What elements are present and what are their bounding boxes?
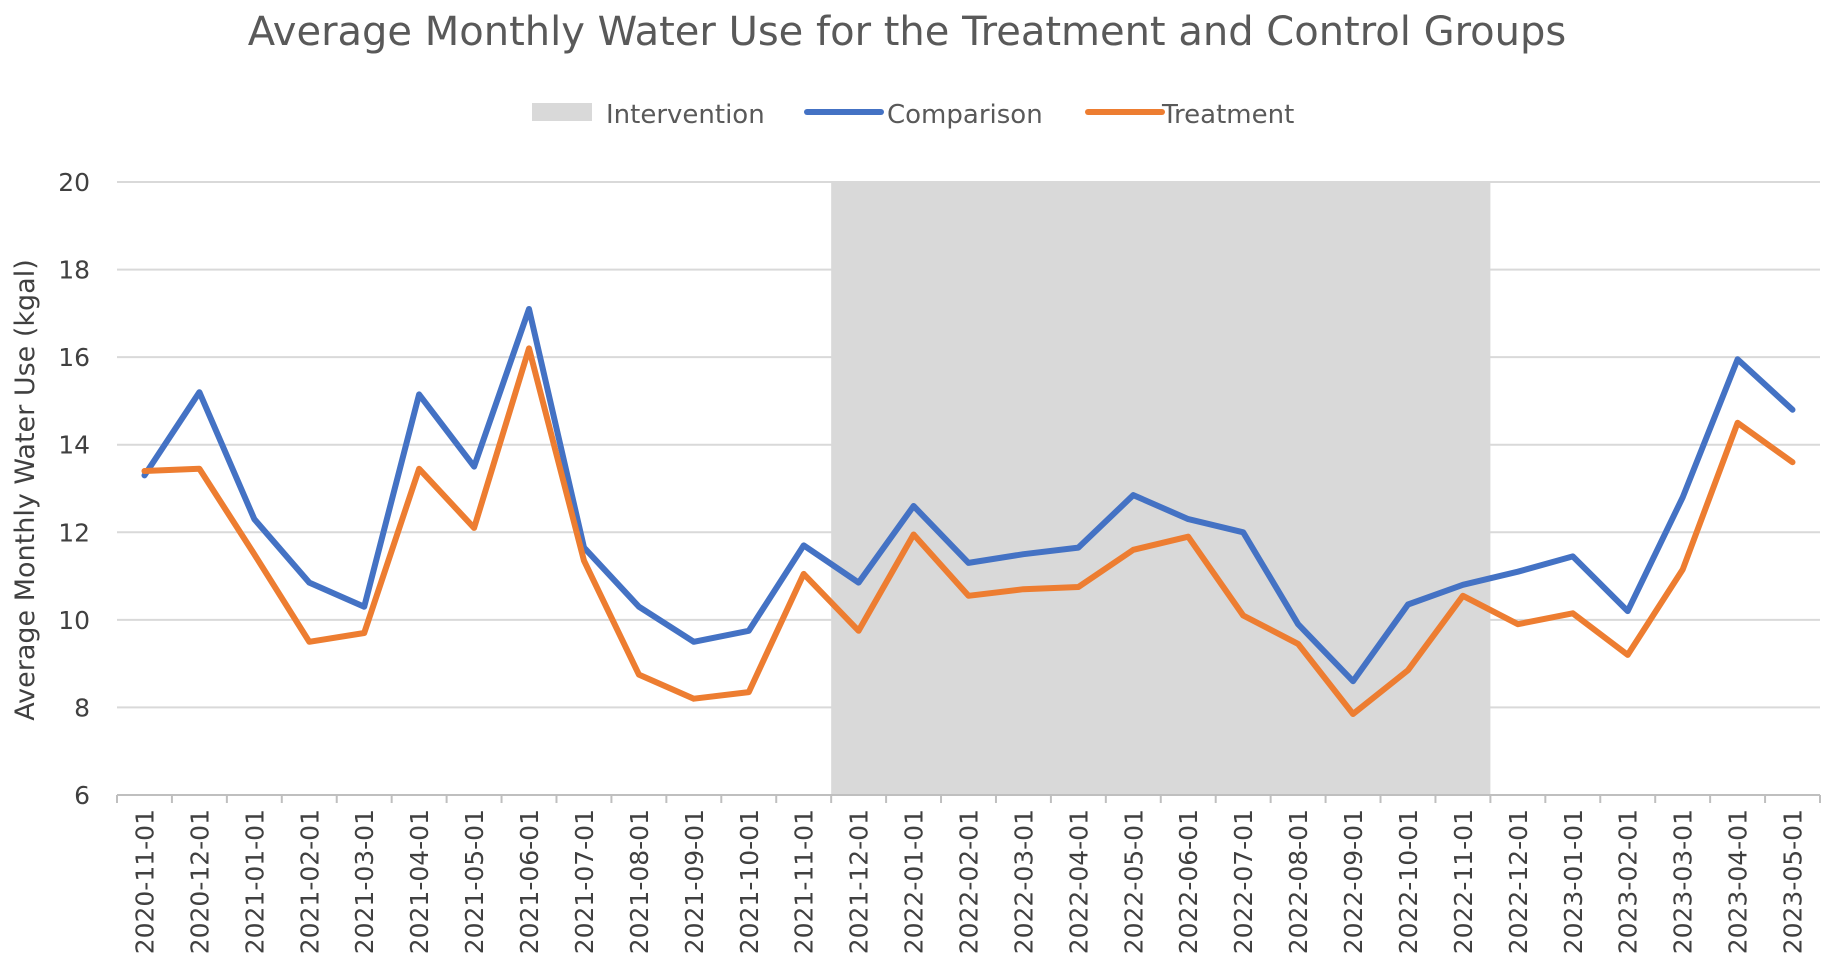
legend-item-intervention: Intervention [532,100,765,130]
x-tick-label: 2021-06-01 [515,809,544,954]
x-tick-label: 2021-04-01 [405,809,434,954]
x-tick-label: 2021-11-01 [790,809,819,954]
x-tick-label: 2022-08-01 [1284,809,1313,954]
legend-item-comparison: Comparison [804,100,1043,130]
x-tick-label: 2021-09-01 [680,809,709,954]
x-tick-label: 2022-01-01 [900,809,929,954]
x-tick-label: 2022-02-01 [955,809,984,954]
legend-swatch-intervention [532,103,592,121]
x-tick-label: 2023-02-01 [1614,809,1643,954]
y-tick-label: 6 [74,781,90,810]
legend-label-comparison: Comparison [887,100,1043,130]
y-tick-label: 14 [58,431,90,460]
x-tick-label: 2022-11-01 [1449,809,1478,954]
y-tick-label: 16 [58,343,90,372]
intervention-band [831,182,1491,795]
x-tick-label: 2021-05-01 [460,809,489,954]
x-tick-label: 2021-08-01 [625,809,654,954]
legend-item-treatment: Treatment [1085,100,1294,130]
x-tick-label: 2021-12-01 [845,809,874,954]
legend-label-intervention: Intervention [606,100,765,130]
x-tick-label: 2023-04-01 [1724,809,1753,954]
legend: Intervention Comparison Treatment [532,100,1294,130]
legend-label-treatment: Treatment [1161,100,1294,130]
x-tick-label: 2021-02-01 [295,809,324,954]
x-tick-label: 2020-12-01 [185,809,214,954]
x-tick-label: 2022-06-01 [1174,809,1203,954]
x-tick-label: 2020-11-01 [130,809,159,954]
chart-title: Average Monthly Water Use for the Treatm… [248,9,1566,55]
x-tick-label: 2021-03-01 [350,809,379,954]
y-tick-label: 8 [74,693,90,722]
x-tick-label: 2022-12-01 [1504,809,1533,954]
x-tick-label: 2023-01-01 [1559,809,1588,954]
y-tick-label: 12 [58,518,90,547]
plot-area: 6 8 10 12 14 16 18 20 2020-11-01 2020-12-01 2021-0… [58,168,1821,954]
x-tick-label: 2023-05-01 [1779,809,1808,954]
x-tick-label: 2022-07-01 [1229,809,1258,954]
x-tick-label: 2022-04-01 [1064,809,1093,954]
x-tick-label: 2022-09-01 [1339,809,1368,954]
y-tick-label: 10 [58,606,90,635]
series-line-comparison [141,306,1796,685]
x-tick-label: 2021-10-01 [735,809,764,954]
x-tick-label: 2021-07-01 [570,809,599,954]
y-tick-label: 18 [58,256,90,285]
y-tick-label: 20 [58,168,90,197]
x-tick-label: 2021-01-01 [240,809,269,954]
y-axis-title: Average Monthly Water Use (kgal) [10,259,41,720]
x-tick-label: 2023-03-01 [1669,809,1698,954]
x-tick-label: 2022-05-01 [1119,809,1148,954]
series-line-treatment [141,345,1796,717]
x-tick-label: 2022-10-01 [1394,809,1423,954]
x-tick-label: 2022-03-01 [1009,809,1038,954]
